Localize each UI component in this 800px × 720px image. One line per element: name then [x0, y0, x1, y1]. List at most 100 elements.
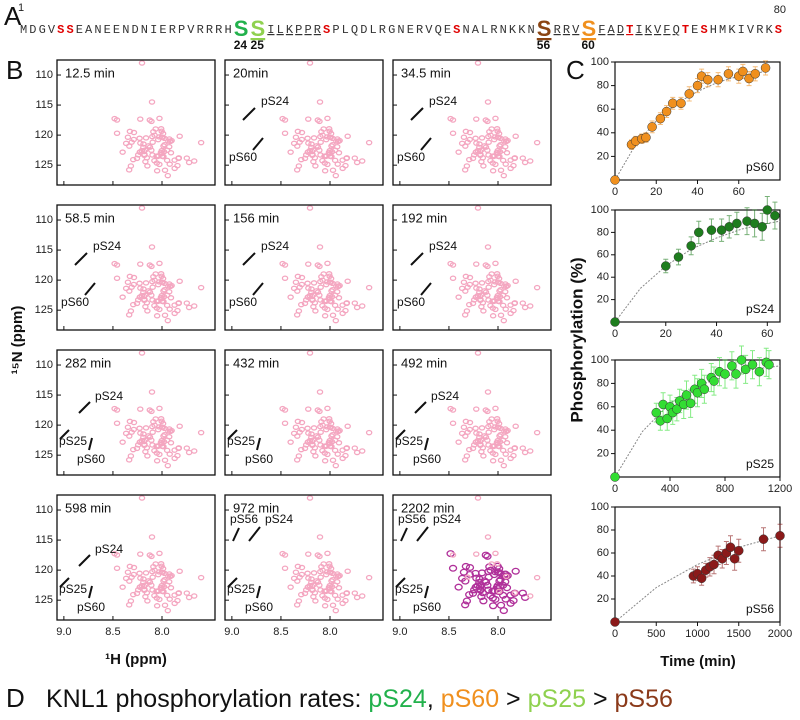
peak	[365, 284, 373, 291]
peak	[454, 583, 463, 591]
peak-annotation: pS56	[398, 512, 426, 526]
peak	[163, 447, 171, 454]
data-point	[610, 617, 620, 627]
peak	[465, 564, 475, 572]
kinetics-chart: 0 20 40 60 20 40 60 80 100 pS24	[591, 196, 781, 340]
peak	[335, 283, 342, 290]
peak	[326, 563, 333, 569]
peak	[310, 448, 317, 455]
peak	[319, 592, 326, 599]
data-point	[729, 554, 740, 564]
time-label: 492 min	[401, 355, 447, 370]
peak-annotation: pS25	[395, 434, 423, 448]
y-tick-label: 110	[35, 69, 53, 81]
peak	[160, 288, 167, 294]
y-tick-label: 80	[597, 524, 609, 536]
peak	[128, 574, 135, 580]
peak	[353, 594, 361, 601]
peak	[324, 405, 331, 412]
peak	[488, 271, 495, 277]
x-tick-label: 60	[733, 186, 745, 198]
peak	[327, 588, 335, 595]
residue-segment: MDGV	[20, 23, 56, 37]
spectrum-frame	[56, 204, 216, 331]
peak	[461, 601, 470, 609]
peak	[342, 162, 349, 169]
peak	[148, 437, 155, 443]
data-point	[681, 390, 692, 400]
peak	[164, 607, 172, 614]
peak	[473, 140, 480, 146]
peak	[489, 298, 496, 304]
sequence: MDGV SS EANEENDNIERPVRRRHSS ILKPPR S PLQDLRGN…	[20, 16, 782, 41]
peak	[344, 278, 351, 284]
peak	[308, 576, 315, 582]
peak	[137, 116, 144, 122]
peak	[489, 168, 497, 174]
annotation-pointer	[248, 526, 261, 542]
peak	[306, 205, 314, 211]
spectrum: 34.5 min pS24 pS60	[392, 59, 552, 186]
peak	[306, 60, 314, 66]
peak	[331, 302, 339, 309]
peak	[335, 138, 342, 145]
peak	[321, 153, 328, 159]
data-point	[692, 80, 703, 91]
peak	[314, 117, 322, 123]
peak	[495, 298, 503, 305]
peak	[319, 422, 326, 428]
peak	[127, 308, 135, 314]
peak	[296, 574, 303, 580]
peak	[519, 445, 527, 451]
peak	[297, 156, 305, 163]
y-tick-label: 100	[591, 56, 609, 68]
peak	[487, 157, 494, 164]
peak	[325, 416, 333, 422]
peak	[511, 445, 519, 451]
data-point	[709, 376, 719, 386]
peak-annotation: pS24	[93, 239, 121, 253]
data-point	[661, 106, 672, 117]
peak-annotation: pS25	[227, 434, 255, 448]
peak	[319, 277, 326, 283]
peak	[478, 425, 486, 431]
peak	[484, 244, 492, 250]
peak	[482, 407, 490, 413]
peak	[304, 584, 312, 590]
peak	[521, 449, 529, 456]
time-label: 12.5 min	[65, 65, 115, 80]
peak	[465, 446, 473, 453]
peak	[488, 602, 498, 610]
peak	[137, 406, 144, 412]
peaks	[279, 495, 373, 614]
peak	[511, 300, 519, 306]
peak	[137, 285, 144, 291]
peak	[455, 149, 462, 155]
peak	[153, 588, 160, 594]
peak	[322, 281, 330, 288]
peak	[484, 408, 491, 415]
annotation-pointer	[414, 401, 427, 414]
y-tick-label: 120	[35, 564, 53, 576]
peak	[167, 283, 174, 290]
y-tick-label: 20	[597, 150, 609, 162]
residue-segment: RRV	[554, 23, 581, 37]
peak	[489, 313, 497, 319]
spectrum-frame	[56, 349, 216, 476]
peak	[309, 297, 316, 304]
site-number: 56	[537, 38, 551, 52]
y-tick-label: 125	[35, 594, 53, 606]
data-point	[610, 175, 620, 185]
peak	[305, 261, 312, 267]
peaks	[279, 205, 373, 324]
peak-annotation: pS24	[429, 94, 457, 108]
data-point	[734, 545, 744, 556]
peak	[326, 418, 333, 424]
peak	[325, 271, 333, 277]
peak	[321, 298, 328, 304]
summary: KNL1 phosphorylation rates: pS24, pS60 >…	[46, 685, 673, 713]
peak	[305, 575, 312, 581]
time-label: 192 min	[401, 210, 447, 225]
annotation-pointer	[416, 526, 429, 542]
plot-frame	[614, 359, 781, 478]
